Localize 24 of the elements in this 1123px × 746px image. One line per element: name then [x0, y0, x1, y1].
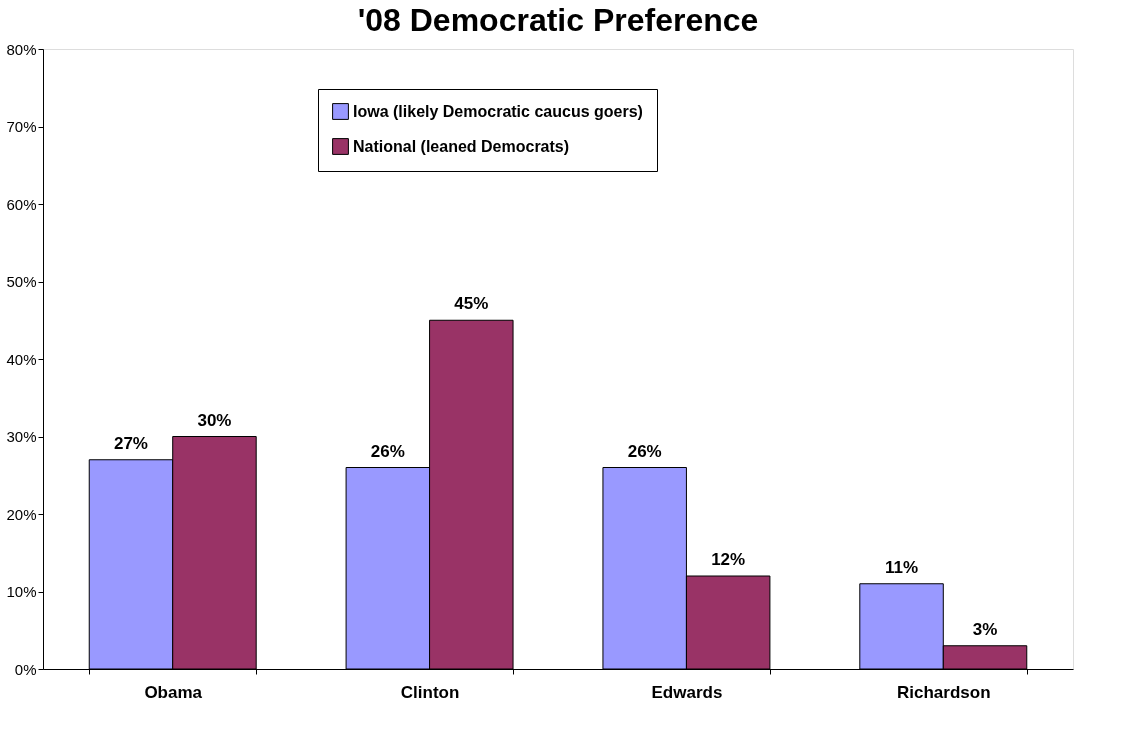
data-label: 3% [972, 619, 998, 639]
data-label: 11% [885, 557, 919, 577]
y-tick-label: 30% [6, 428, 37, 445]
y-tick-label: 60% [6, 195, 37, 213]
data-label: 12% [711, 550, 746, 569]
x-tick-label: Richardson [897, 682, 991, 702]
y-tick-label: 80% [6, 40, 37, 58]
legend-label: National (leaned Democrats) [353, 137, 570, 155]
chart-title: '08 Democratic Preference [357, 2, 759, 38]
x-tick-label: Clinton [400, 682, 460, 702]
data-label: 30% [197, 410, 232, 430]
x-tick-label: Obama [144, 682, 203, 702]
y-tick-label: 40% [6, 350, 37, 368]
y-tick-label: 50% [6, 273, 37, 290]
x-tick-label: Edwards [651, 682, 723, 702]
y-tick-label: 70% [6, 118, 37, 135]
data-label: 45% [454, 294, 489, 314]
data-label: 26% [627, 441, 662, 461]
data-label: 26% [370, 441, 405, 461]
legend-label: Iowa (likely Democratic caucus goers) [353, 102, 643, 120]
data-label: 27% [113, 433, 148, 453]
y-tick-label: 0% [14, 660, 37, 678]
y-tick-label: 10% [6, 583, 37, 600]
y-tick-label: 20% [6, 505, 37, 523]
